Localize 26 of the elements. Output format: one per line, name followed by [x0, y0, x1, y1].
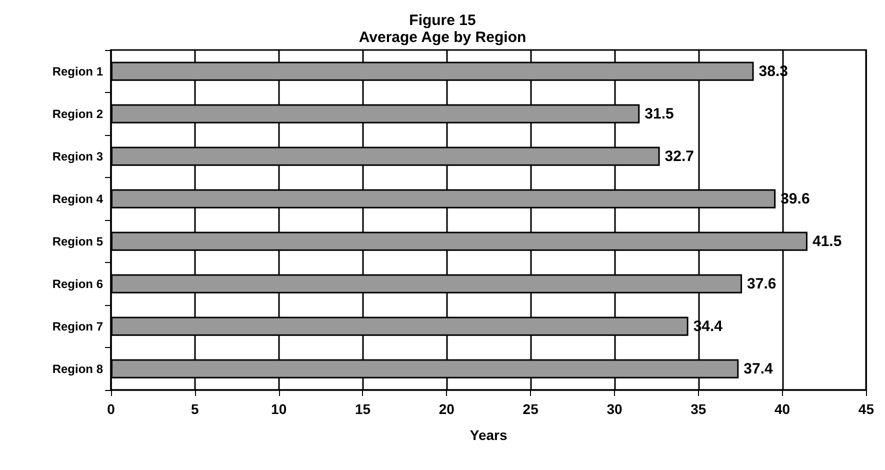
data-label: 37.4 — [744, 360, 774, 378]
x-tick-label: 5 — [191, 401, 200, 417]
y-tick-label: Region 7 — [52, 319, 104, 334]
data-label: 32.7 — [664, 148, 694, 165]
x-tick-label: 15 — [354, 401, 371, 417]
y-tick-label: Region 6 — [52, 276, 104, 291]
y-tick-label: Region 3 — [52, 149, 104, 164]
x-tick-label: 10 — [271, 401, 287, 417]
y-tick-label: Region 8 — [52, 362, 104, 376]
chart-subtitle: Average Age by Region — [358, 29, 526, 46]
data-label: 37.6 — [747, 275, 776, 292]
x-tick-label: 45 — [858, 401, 874, 417]
y-tick-label: Region 4 — [52, 192, 104, 206]
x-axis-title: Years — [470, 427, 508, 443]
y-tick-label: Region 2 — [52, 106, 104, 121]
data-label: 41.5 — [812, 232, 842, 250]
y-tick-label: Region 1 — [52, 64, 104, 78]
chart-title: Figure 15 — [409, 12, 476, 29]
x-tick-label: 0 — [107, 401, 116, 417]
x-tick-label: 40 — [774, 401, 790, 417]
y-tick-label: Region 5 — [52, 234, 104, 248]
x-tick-label: 25 — [522, 401, 539, 417]
x-tick-label: 35 — [690, 401, 706, 417]
x-tick-label: 30 — [606, 401, 622, 417]
x-tick-label: 20 — [438, 401, 455, 417]
data-label: 31.5 — [644, 105, 674, 122]
